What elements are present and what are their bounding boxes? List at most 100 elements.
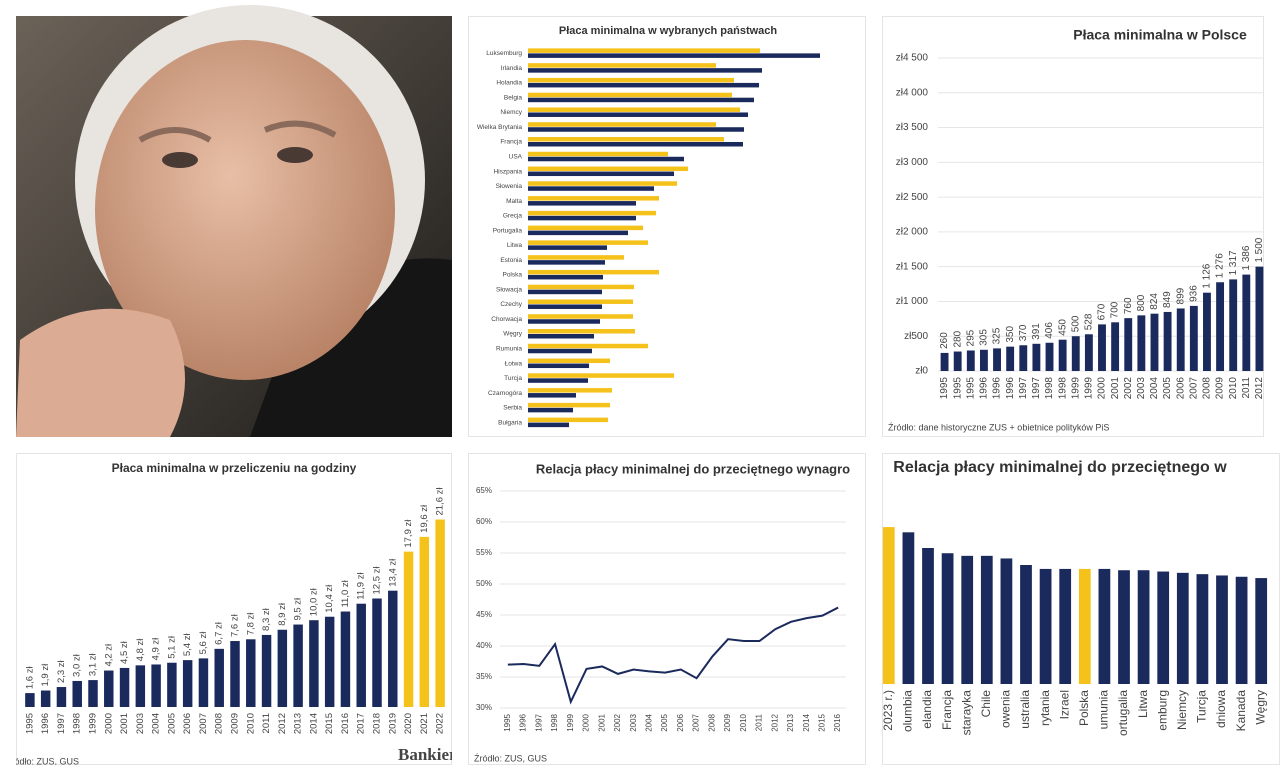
bar — [528, 304, 602, 309]
x-tick-label: 1997 — [1031, 377, 1042, 400]
logo: Bankier — [398, 745, 457, 764]
bar — [528, 201, 636, 206]
x-tick-label: 2012 — [770, 713, 779, 731]
x-tick-label: Węgry — [1253, 690, 1267, 725]
bar — [182, 660, 193, 707]
data-label: 824 — [1149, 293, 1160, 310]
y-tick-label: Łotwa — [505, 360, 523, 367]
bar — [528, 107, 740, 112]
y-tick-label: Rumunia — [496, 345, 522, 352]
y-tick-label: USA — [509, 153, 523, 160]
x-tick-label: 2008 — [214, 713, 225, 734]
x-tick-label: 2004 — [151, 713, 162, 734]
x-tick-label: 2014 — [308, 713, 319, 734]
bar — [528, 63, 716, 68]
bar — [528, 196, 659, 201]
bar — [1203, 292, 1211, 371]
bar — [1084, 334, 1093, 371]
x-tick-label: 1995 — [952, 377, 963, 400]
x-tick-label: 2008 — [1202, 377, 1213, 400]
y-tick-label: zł4 500 — [896, 53, 929, 64]
y-tick-label: 30% — [476, 703, 492, 712]
data-label: 21,6 zł — [435, 487, 446, 516]
x-tick-label: 2012 — [1254, 377, 1265, 400]
bar — [528, 417, 608, 423]
x-tick-label: 1999 — [88, 713, 99, 734]
x-tick-label: 2015 — [324, 713, 335, 734]
bar — [528, 92, 732, 98]
bar — [528, 137, 724, 142]
x-tick-label: 2020 — [403, 713, 414, 734]
chart-title: Płaca minimalna w wybranych państwach — [559, 25, 778, 37]
bar — [528, 240, 648, 245]
y-tick-label: Czarnogóra — [488, 390, 522, 397]
data-label: 450 — [1057, 319, 1068, 336]
data-label: 9,5 zł — [293, 597, 304, 621]
y-tick-label: 50% — [476, 579, 492, 588]
data-label: 260 — [939, 332, 950, 349]
bar — [1235, 576, 1248, 684]
x-tick-label: 2015 — [818, 713, 827, 731]
x-tick-label: 1998 — [72, 713, 83, 734]
bar — [40, 690, 51, 707]
y-tick-label: 45% — [476, 610, 492, 619]
bar — [1216, 575, 1228, 684]
y-tick-label: Holandia — [496, 80, 522, 87]
bar — [340, 611, 351, 707]
x-tick-label: rytania — [1038, 690, 1052, 726]
bar — [528, 319, 600, 324]
bar — [230, 641, 240, 707]
bar — [528, 112, 748, 117]
x-tick-label: 1998 — [550, 713, 559, 731]
y-tick-label: 55% — [476, 548, 492, 557]
bar — [528, 68, 762, 73]
x-tick-label: Turcja — [1195, 690, 1209, 723]
x-tick-label: 2009 — [723, 713, 732, 731]
bar — [528, 388, 612, 393]
x-tick-label: 2014 — [802, 713, 811, 731]
bar — [528, 269, 659, 275]
data-label: 325 — [992, 327, 1003, 344]
data-label: 5,4 zł — [182, 633, 193, 657]
bar — [1032, 343, 1041, 371]
y-tick-label: Niemcy — [500, 109, 522, 116]
bar — [1006, 346, 1015, 371]
x-tick-label: 2017 — [356, 713, 367, 734]
x-tick-label: 1995 — [503, 713, 512, 731]
bar — [528, 402, 610, 408]
bar — [356, 603, 366, 707]
line — [507, 606, 839, 705]
chart: Płaca minimalna w wybranych państwach Luk… — [477, 25, 820, 428]
data-label: 10,4 zł — [324, 584, 335, 613]
bar — [151, 664, 161, 707]
x-tick-label: 1996 — [992, 377, 1003, 400]
x-tick-label: 2006 — [1175, 377, 1186, 400]
x-tick-label: owenia — [999, 690, 1013, 728]
x-tick-label: 2011 — [261, 713, 272, 733]
x-tick-label: 2007 — [198, 713, 209, 734]
bar — [1078, 568, 1091, 684]
data-label: 11,0 zł — [340, 579, 351, 607]
x-tick-label: 2000 — [103, 713, 114, 734]
source: Źródło: ZUS, GUS — [474, 753, 547, 763]
x-tick-label: emburg — [1155, 690, 1169, 731]
x-tick-label: 2007 — [692, 713, 701, 731]
x-tick-label: 1995 — [939, 377, 950, 400]
bar — [528, 334, 594, 339]
x-tick-label: 2022 — [435, 713, 446, 734]
x-tick-label: 1996 — [40, 713, 51, 734]
data-label: 4,8 zł — [135, 638, 146, 662]
bar — [1189, 305, 1198, 371]
data-label: 500 — [1070, 315, 1081, 332]
bar — [528, 48, 760, 53]
x-tick-label: 2003 — [1136, 377, 1147, 400]
bar — [528, 363, 589, 369]
bar — [528, 151, 668, 157]
bar — [104, 670, 114, 707]
y-tick-label: Grecja — [503, 213, 523, 220]
data-label: 1,6 zł — [24, 666, 35, 690]
x-tick-label: olumbia — [901, 690, 915, 732]
bar — [528, 122, 716, 127]
bar — [435, 519, 445, 707]
x-tick-label: 1995 — [965, 377, 976, 400]
